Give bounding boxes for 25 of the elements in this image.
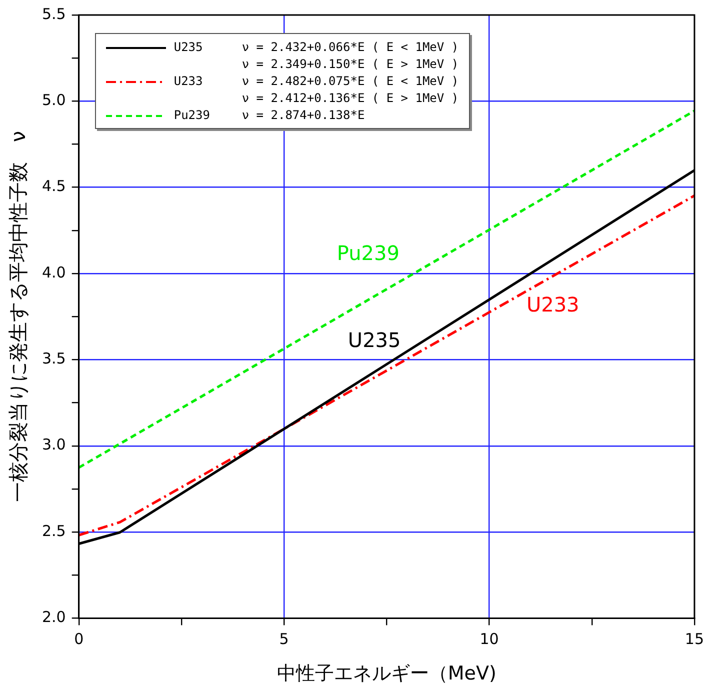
x-tick-label: 0 — [74, 630, 84, 648]
y-tick-label: 2.5 — [42, 522, 66, 540]
y-tick-label: 4.5 — [42, 177, 66, 196]
annotation: ν = 2.349+0.150*E ( E > 1MeV ) — [242, 57, 459, 71]
y-tick-label: 3.5 — [42, 350, 66, 368]
annotation: ν = 2.482+0.075*E ( E < 1MeV ) — [242, 74, 459, 88]
annotation: ν = 2.432+0.066*E ( E < 1MeV ) — [242, 40, 459, 54]
y-tick-label: 5.0 — [42, 91, 66, 110]
y-tick-label: 2.0 — [42, 608, 66, 626]
y-tick-label: 3.0 — [42, 436, 66, 454]
x-axis-title: 中性子エネルギー（MeV) — [276, 662, 496, 685]
x-tick-label: 10 — [480, 630, 499, 648]
y-tick-label: 5.5 — [42, 4, 66, 23]
y-tick-label: 4.0 — [42, 263, 66, 282]
annotation: ν = 2.874+0.138*E — [242, 108, 366, 122]
x-tick-label: 15 — [684, 630, 704, 648]
text: Pu239 — [336, 241, 400, 266]
y-axis-title: 一核分裂当りに発生する平均中性子数 ν — [6, 131, 30, 502]
text: U235 — [348, 328, 401, 352]
x-tick-label: 5 — [279, 630, 289, 648]
legend-label: Pu239 — [174, 108, 211, 122]
text: U233 — [526, 292, 580, 316]
legend-label: U233 — [174, 74, 204, 88]
legend-label: U235 — [174, 40, 204, 54]
annotation: ν = 2.412+0.136*E ( E > 1MeV ) — [242, 91, 459, 105]
